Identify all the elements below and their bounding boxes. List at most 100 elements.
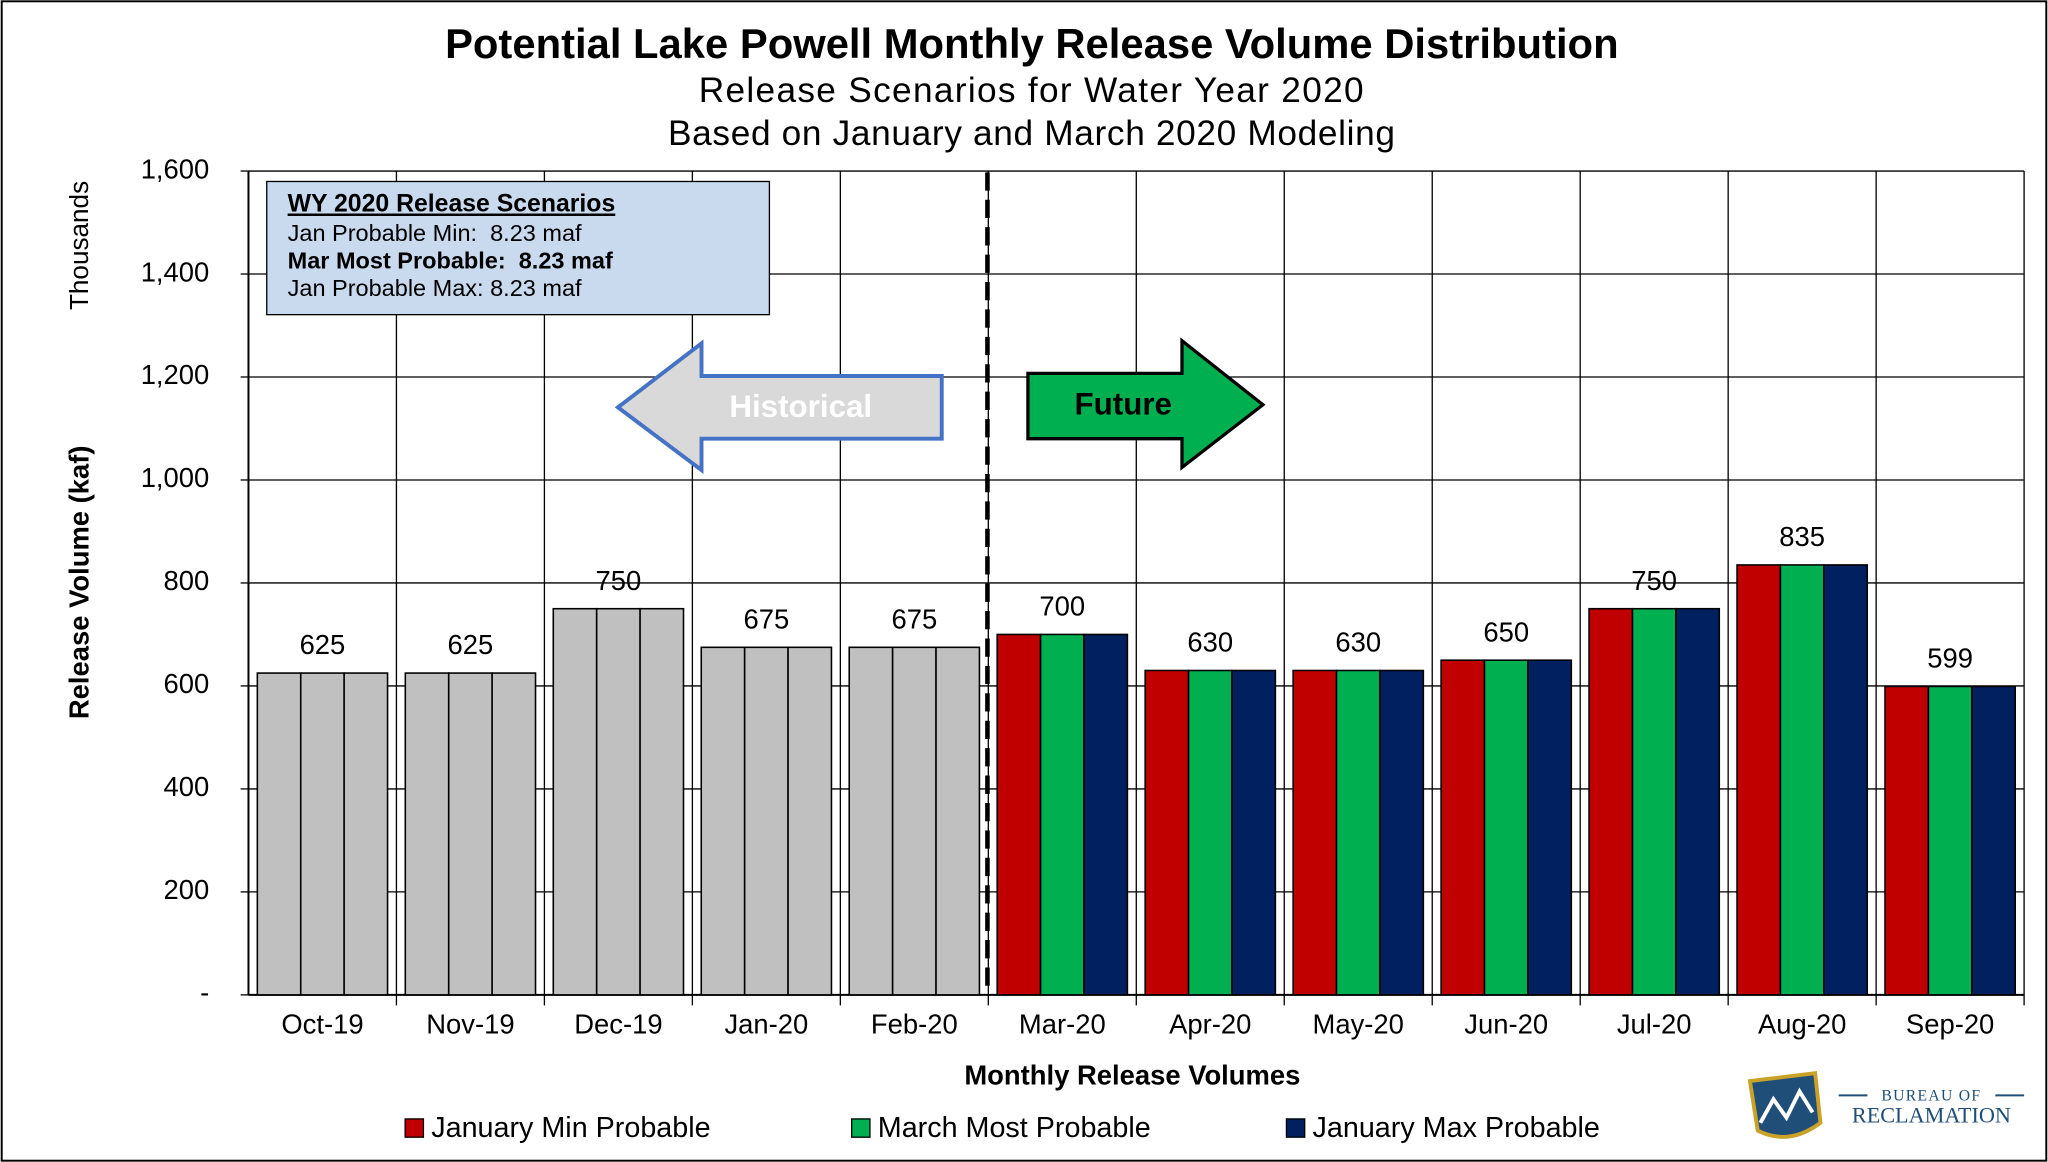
bar — [1083, 633, 1129, 996]
bar — [743, 646, 789, 996]
x-tick-label: Sep-20 — [1906, 1008, 1994, 1039]
x-tick-label: Nov-19 — [426, 1008, 514, 1039]
bar — [1736, 564, 1782, 996]
x-tick-label: May-20 — [1313, 1008, 1404, 1039]
bar — [1292, 669, 1338, 996]
bar — [1971, 685, 2017, 996]
data-label: 625 — [448, 629, 494, 660]
x-tick-label: Apr-20 — [1169, 1008, 1251, 1039]
data-label: 750 — [1631, 565, 1677, 596]
bar — [891, 646, 937, 996]
y-tick-label: 400 — [164, 771, 210, 802]
data-label: 625 — [300, 629, 346, 660]
chart-subtitle: Based on January and March 2020 Modeling — [668, 114, 1396, 153]
legend-swatch — [1285, 1118, 1306, 1138]
bar — [299, 672, 345, 996]
x-tick-label: Mar-20 — [1019, 1008, 1106, 1039]
bar — [343, 672, 389, 996]
x-tick-label: Jan-20 — [724, 1008, 808, 1039]
bar — [1527, 659, 1573, 996]
bar — [639, 607, 685, 996]
logo-mark — [1758, 1087, 1815, 1124]
logo: BUREAU OF RECLAMATION — [1747, 1071, 2025, 1139]
x-tick-label: Jun-20 — [1464, 1008, 1548, 1039]
y-tick-label: 1,000 — [141, 462, 210, 493]
data-label: 750 — [596, 565, 642, 596]
bar — [1779, 564, 1825, 996]
bar — [700, 646, 746, 996]
box-title: WY 2020 Release Scenarios — [288, 191, 616, 218]
y-axis-title: Release Volume (kaf) — [64, 445, 95, 719]
legend-label: March Most Probable — [878, 1112, 1151, 1144]
y-tick-label: 200 — [164, 874, 210, 905]
bar — [1631, 607, 1677, 996]
data-label: 675 — [743, 603, 789, 634]
bar — [848, 646, 894, 996]
bar — [595, 607, 641, 996]
legend: January Min Probable March Most Probable J… — [404, 1112, 1600, 1144]
historical-label: Historical — [729, 389, 872, 424]
bar — [447, 672, 493, 996]
chart-subtitle: Release Scenarios for Water Year 2020 — [699, 71, 1365, 110]
data-label: 599 — [1927, 643, 1973, 674]
bar — [1588, 607, 1634, 996]
y-tick-label: - — [200, 977, 209, 1008]
legend-label: January Min Probable — [431, 1112, 710, 1144]
y-tick-label: 1,400 — [141, 256, 210, 287]
bar — [491, 672, 537, 996]
bar — [1231, 669, 1277, 996]
bar — [996, 633, 1042, 996]
data-label: 630 — [1187, 627, 1233, 658]
bar — [1144, 669, 1190, 996]
y-tick-label: 1,200 — [141, 359, 210, 390]
x-tick-label: Aug-20 — [1758, 1008, 1846, 1039]
x-tick-label: Oct-19 — [281, 1008, 363, 1039]
legend-label: January Max Probable — [1313, 1112, 1600, 1144]
overlay: WY 2020 Release Scenarios Jan Probable M… — [266, 172, 1266, 995]
data-label: 650 — [1483, 616, 1529, 647]
bar — [935, 646, 981, 996]
bar — [1675, 607, 1721, 996]
bar — [1187, 669, 1233, 996]
box-line: Mar Most Probable: 8.23 maf — [288, 248, 613, 274]
bar — [552, 607, 598, 996]
bar — [1039, 633, 1085, 996]
logo-text: RECLAMATION — [1852, 1103, 2011, 1128]
bar — [1335, 669, 1381, 996]
future-label: Future — [1074, 386, 1171, 421]
box-line: Jan Probable Min: 8.23 maf — [288, 220, 582, 246]
bars: 625 625 750 675 675 700 630 630 650 750 835 599 — [256, 521, 2017, 996]
y-tick-label: 600 — [164, 668, 210, 699]
bar — [1379, 669, 1425, 996]
data-label: 630 — [1335, 627, 1381, 658]
data-label: 835 — [1779, 521, 1825, 552]
y-tick-label: 1,600 — [141, 153, 210, 184]
data-label: 700 — [1039, 591, 1085, 622]
x-axis-title: Monthly Release Volumes — [964, 1059, 1300, 1090]
data-label: 675 — [891, 603, 937, 634]
x-tick-label: Jul-20 — [1617, 1008, 1692, 1039]
bar — [787, 646, 833, 996]
box-line: Jan Probable Max: 8.23 maf — [288, 275, 582, 301]
x-tick-label: Feb-20 — [871, 1008, 958, 1039]
legend-swatch — [404, 1118, 425, 1138]
y-tick-label: 800 — [164, 565, 210, 596]
y-unit-label: Thousands — [64, 181, 94, 310]
bar — [256, 672, 302, 996]
future-arrow — [1026, 337, 1266, 471]
logo-shield — [1747, 1071, 1823, 1139]
bar — [404, 672, 450, 996]
scenario-box — [266, 180, 771, 316]
bar — [1440, 659, 1486, 996]
chart-title: Potential Lake Powell Monthly Release Vo… — [445, 20, 1619, 67]
logo-text: BUREAU OF — [1881, 1087, 1981, 1104]
bar — [1483, 659, 1529, 996]
grid: - 200 400 600 800 1,000 1,200 1,400 1,600 Oct-19 N… — [141, 153, 2025, 1039]
legend-swatch — [851, 1118, 871, 1138]
historical-arrow — [614, 339, 944, 474]
x-tick-label: Dec-19 — [574, 1008, 662, 1039]
bar — [1823, 564, 1869, 996]
bar — [1884, 685, 1930, 996]
bar — [1927, 685, 1973, 996]
